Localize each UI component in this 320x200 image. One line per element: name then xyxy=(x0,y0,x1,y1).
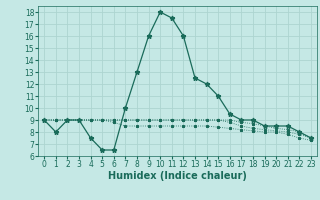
X-axis label: Humidex (Indice chaleur): Humidex (Indice chaleur) xyxy=(108,171,247,181)
